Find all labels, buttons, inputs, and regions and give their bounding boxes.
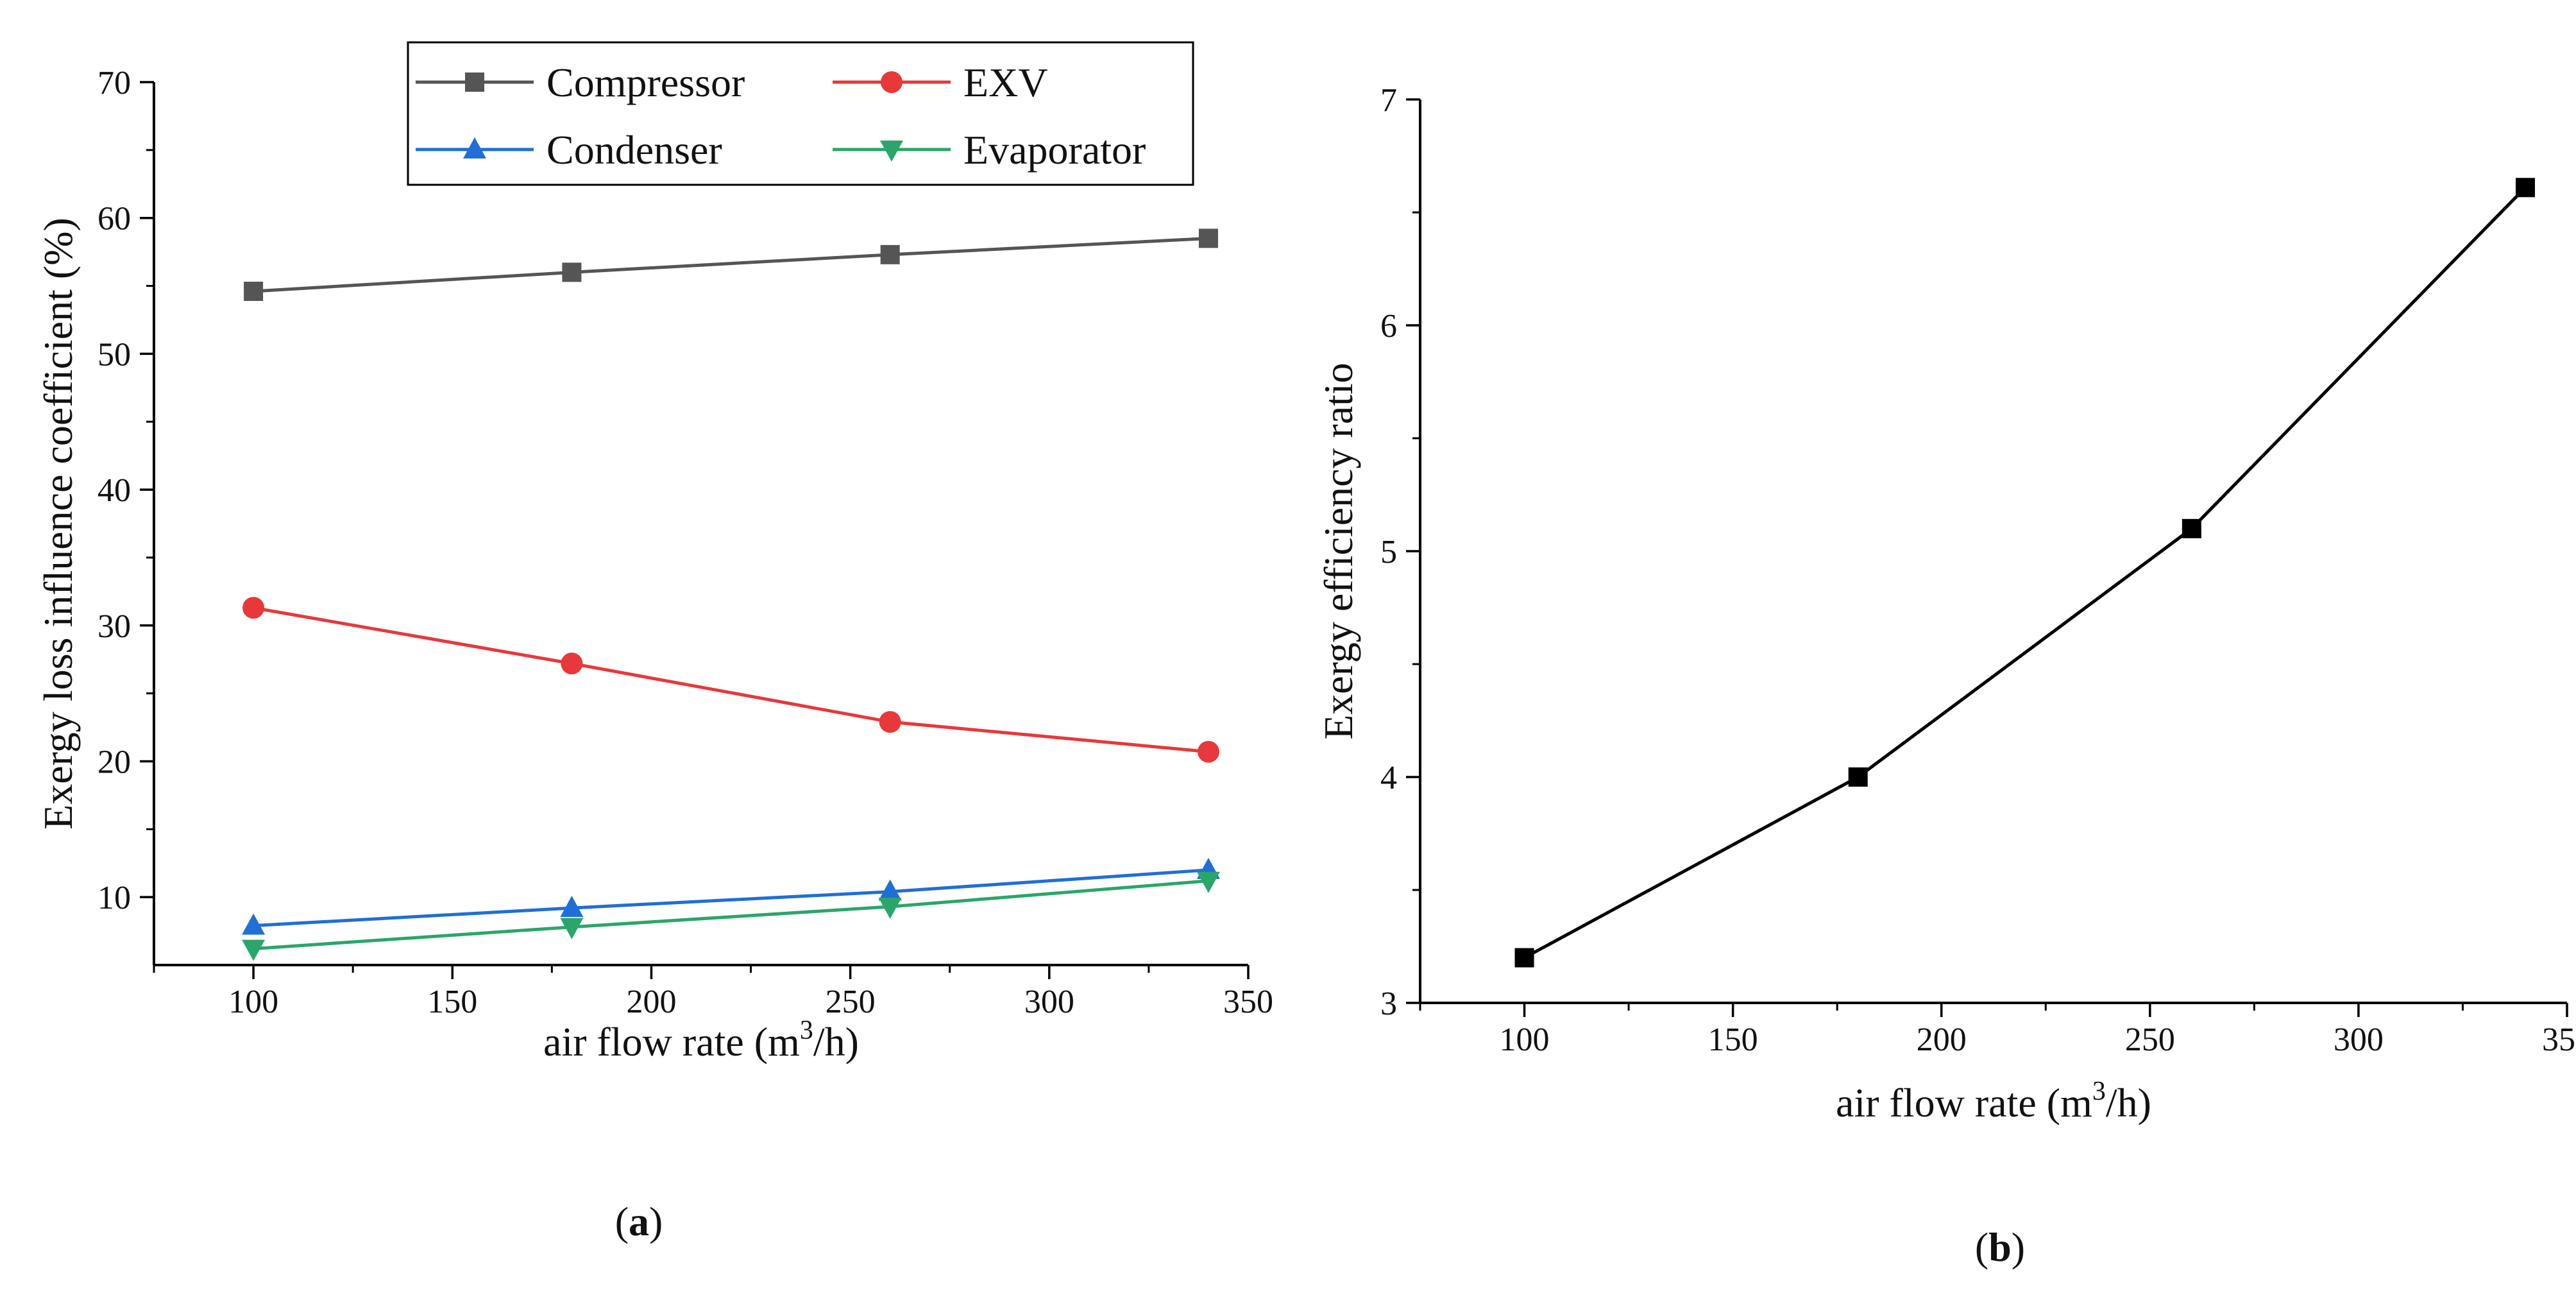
panel-a-x-tick-label: 300 bbox=[1024, 984, 1074, 1020]
panel-a-y-tick-label: 20 bbox=[97, 744, 131, 780]
panel-a-series-line-compressor bbox=[253, 236, 1209, 293]
panel-b-y-axis-title: Exergy efficiency ratio bbox=[1316, 363, 1361, 740]
panel-b-x-tick-label: 100 bbox=[1500, 1022, 1550, 1058]
legend-box bbox=[407, 41, 1194, 186]
panel-a-point-exv bbox=[879, 711, 901, 733]
panel-a-y-tick-label: 50 bbox=[97, 336, 131, 373]
panel-b-point-exergy-efficiency-ratio bbox=[2515, 178, 2535, 198]
panel-a-point-compressor bbox=[244, 282, 264, 302]
panel-b-x-tick-label: 150 bbox=[1708, 1022, 1758, 1058]
panel-a-point-exv bbox=[561, 653, 583, 675]
panel-b-x-axis-title: air flow rate (m3/h) bbox=[1836, 1077, 2151, 1125]
panel-a-series-line-condenser bbox=[253, 868, 1209, 928]
panel-b-label: (b) bbox=[1975, 1224, 2025, 1270]
panel-a-y-tick-label: 30 bbox=[97, 608, 131, 645]
panel-b-y-tick-label: 5 bbox=[1380, 534, 1397, 570]
panel-b-x-tick-label: 350 bbox=[2542, 1022, 2576, 1058]
panel-a-series-line-exv bbox=[253, 606, 1209, 754]
panel-a-point-exv bbox=[242, 597, 265, 619]
panel-b-x-tick-label: 250 bbox=[2125, 1022, 2175, 1058]
panel-b-series-line-exergy-efficiency-ratio bbox=[1523, 186, 2527, 959]
legend-label-compressor: Compressor bbox=[547, 60, 745, 105]
panel-a-point-evaporator bbox=[560, 918, 584, 939]
panel-a-label: (a) bbox=[615, 1199, 663, 1244]
panel-a-chart: 100 150 200 250 300 350 10 20 30 40 50 60 70 air flow… bbox=[35, 41, 1273, 1244]
panel-a-x-tick-label: 350 bbox=[1223, 984, 1273, 1020]
panel-a-point-condenser bbox=[242, 913, 266, 935]
legend: Compressor EXV Condenser Evaporator bbox=[407, 41, 1194, 186]
panel-a-x-tick-label: 150 bbox=[427, 984, 477, 1020]
panel-a-y-axis-title: Exergy loss influence coefficient (%) bbox=[35, 218, 81, 830]
panel-a-point-condenser bbox=[560, 896, 584, 918]
panel-a-y-tick-label: 70 bbox=[97, 65, 131, 101]
panel-b-point-exergy-efficiency-ratio bbox=[1514, 948, 1534, 968]
legend-marker-evaporator bbox=[880, 141, 903, 162]
legend-label-condenser: Condenser bbox=[547, 127, 722, 173]
panel-a-point-exv bbox=[1197, 740, 1219, 763]
panel-b-chart: 100 150 200 250 300 350 3 4 5 6 7 air flow rate (m3… bbox=[1316, 82, 2576, 1270]
legend-label-evaporator: Evaporator bbox=[963, 127, 1146, 173]
panel-a-x-tick-label: 200 bbox=[626, 984, 676, 1020]
panel-b-point-exergy-efficiency-ratio bbox=[2182, 518, 2201, 538]
panel-a-point-compressor bbox=[1198, 228, 1218, 248]
panel-b-x-tick-label: 200 bbox=[1917, 1022, 1967, 1058]
legend-marker-compressor bbox=[465, 73, 484, 92]
panel-a-point-compressor bbox=[562, 262, 582, 282]
panel-a-point-condenser bbox=[878, 879, 902, 901]
panel-b-point-exergy-efficiency-ratio bbox=[1848, 767, 1868, 787]
legend-marker-condenser bbox=[463, 137, 486, 158]
panel-a-x-tick-label: 100 bbox=[228, 984, 278, 1020]
panel-a-point-compressor bbox=[880, 244, 900, 264]
panel-a-x-tick-label: 250 bbox=[826, 984, 876, 1020]
panel-b-y-tick-label: 6 bbox=[1380, 308, 1397, 345]
panel-a-x-axis-title: air flow rate (m3/h) bbox=[543, 1016, 859, 1064]
panel-b-x-tick-label: 300 bbox=[2334, 1022, 2384, 1058]
legend-label-exv: EXV bbox=[963, 60, 1048, 105]
panel-b-y-tick-label: 3 bbox=[1380, 986, 1397, 1022]
panel-a-y-tick-label: 40 bbox=[97, 472, 131, 509]
panel-b-y-tick-label: 7 bbox=[1380, 82, 1397, 119]
legend-marker-exv bbox=[881, 71, 902, 93]
panel-a-series-line-evaporator bbox=[253, 879, 1209, 951]
panel-a-point-evaporator bbox=[1196, 871, 1220, 893]
panel-a-y-tick-label: 10 bbox=[97, 880, 131, 916]
panel-a-y-tick-label: 60 bbox=[97, 201, 131, 237]
panel-a-point-evaporator bbox=[242, 939, 266, 961]
panel-b-y-tick-label: 4 bbox=[1380, 760, 1397, 796]
panel-a-point-evaporator bbox=[878, 897, 902, 919]
